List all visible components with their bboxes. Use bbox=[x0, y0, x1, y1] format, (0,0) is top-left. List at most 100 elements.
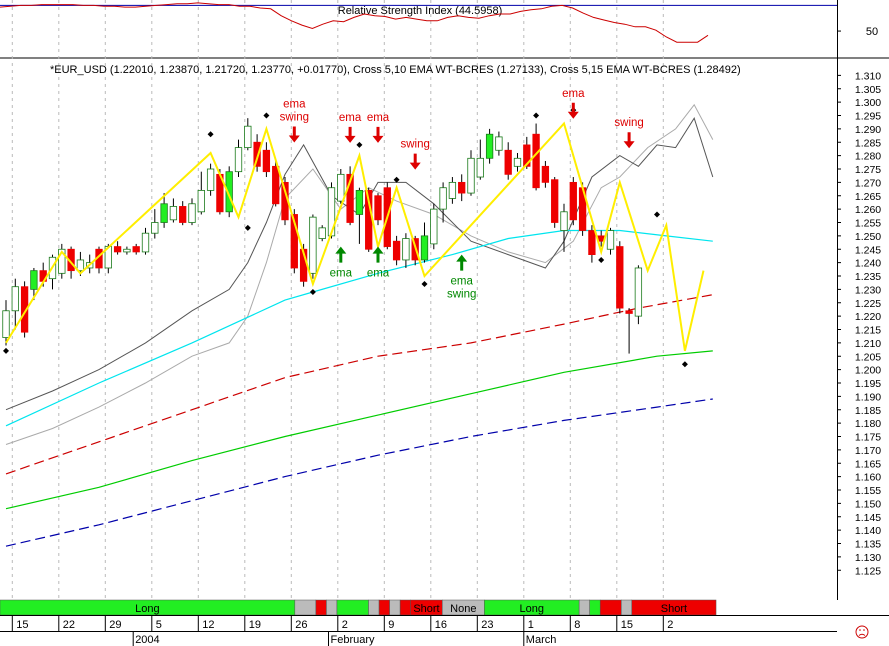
price-tick-label: 1.270 bbox=[855, 177, 881, 189]
candle bbox=[541, 165, 550, 183]
candle bbox=[30, 270, 38, 290]
candle bbox=[327, 187, 336, 237]
price-tick-label: 1.245 bbox=[855, 244, 881, 256]
pivot-dot bbox=[309, 289, 316, 296]
price-tick-label: 1.295 bbox=[855, 111, 881, 123]
candle bbox=[262, 149, 271, 173]
position-segment bbox=[336, 599, 369, 616]
price-tick-label: 1.275 bbox=[855, 164, 881, 176]
sad-face-outline bbox=[855, 625, 869, 639]
position-label: None bbox=[450, 603, 476, 615]
candle bbox=[439, 187, 447, 210]
up-arrow-icon bbox=[456, 254, 468, 271]
up-arrow-icon bbox=[372, 246, 384, 263]
pivot-dot bbox=[207, 131, 214, 138]
sell-signal: ema bbox=[339, 112, 362, 143]
pivot-dot bbox=[533, 112, 540, 119]
price-tick-label: 1.300 bbox=[855, 97, 881, 109]
price-tick-label: 1.205 bbox=[855, 351, 881, 363]
buy-signal: ema bbox=[367, 246, 390, 280]
price-tick-label: 1.210 bbox=[855, 338, 881, 350]
price-tick-label: 1.165 bbox=[855, 458, 881, 470]
candle bbox=[551, 179, 559, 223]
position-bar: Long Short None Long Short bbox=[0, 599, 717, 616]
candle bbox=[476, 157, 484, 178]
candle bbox=[309, 216, 317, 274]
position-segment bbox=[315, 599, 327, 616]
price-tick-label: 1.265 bbox=[855, 191, 881, 203]
candle bbox=[616, 246, 624, 309]
candle bbox=[532, 133, 540, 189]
candle bbox=[374, 195, 382, 221]
candle bbox=[588, 230, 596, 255]
price-tick-label: 1.160 bbox=[855, 472, 881, 484]
candle bbox=[337, 173, 345, 202]
sell-signal: ema bbox=[562, 88, 585, 119]
price-tick-label: 1.260 bbox=[855, 204, 881, 216]
price-tick-label: 1.140 bbox=[855, 525, 881, 537]
grid-lines bbox=[11, 0, 664, 600]
candle bbox=[634, 267, 643, 317]
candle bbox=[206, 168, 215, 191]
position-segment bbox=[621, 599, 633, 616]
up-arrow-icon bbox=[335, 246, 347, 263]
sad-face-mouth bbox=[858, 633, 866, 636]
position-segment bbox=[389, 599, 401, 616]
signal-label: ema bbox=[339, 112, 362, 124]
pivot-dot bbox=[244, 224, 251, 231]
x-tick-label: 15 bbox=[16, 619, 28, 631]
price-tick-label: 1.125 bbox=[855, 565, 881, 577]
candle bbox=[123, 248, 131, 253]
price-tick-label: 1.175 bbox=[855, 432, 881, 444]
x-tick-label: 9 bbox=[388, 619, 394, 631]
signal-label: swing bbox=[400, 139, 429, 151]
candle bbox=[625, 310, 633, 314]
x-tick-label: 19 bbox=[249, 619, 261, 631]
candle bbox=[448, 181, 457, 199]
down-arrow-icon bbox=[344, 126, 356, 143]
price-tick-label: 1.150 bbox=[855, 498, 881, 510]
candle bbox=[141, 232, 150, 253]
sell-signal: swing bbox=[400, 139, 430, 170]
pivot-dot bbox=[393, 176, 400, 183]
price-tick-label: 1.215 bbox=[855, 325, 881, 337]
candle bbox=[606, 230, 615, 250]
position-label: Long bbox=[520, 603, 544, 615]
x-tick-label: 1 bbox=[528, 619, 534, 631]
candle bbox=[458, 181, 466, 194]
candle bbox=[346, 173, 354, 223]
candle bbox=[151, 222, 159, 234]
position-segment bbox=[589, 599, 601, 616]
price-tick-label: 1.230 bbox=[855, 284, 881, 296]
signal-label: ema bbox=[283, 98, 306, 110]
pivot-dot bbox=[654, 211, 660, 218]
down-arrow-icon bbox=[623, 132, 635, 149]
candle bbox=[20, 286, 29, 333]
candle bbox=[504, 149, 512, 175]
candle bbox=[169, 206, 178, 221]
period-label: February bbox=[331, 634, 376, 646]
position-segment bbox=[578, 599, 590, 616]
price-tick-label: 1.145 bbox=[855, 512, 881, 524]
x-tick-label: 2 bbox=[342, 619, 348, 631]
signal-label: ema bbox=[367, 268, 390, 280]
price-tick-label: 1.290 bbox=[855, 124, 881, 136]
position-segment bbox=[399, 599, 411, 616]
position-label: Short bbox=[661, 603, 687, 615]
candle bbox=[234, 147, 243, 173]
position-segment bbox=[368, 599, 380, 616]
signal-label: ema bbox=[562, 88, 585, 100]
price-tick-label: 1.195 bbox=[855, 378, 881, 390]
pivot-dot bbox=[421, 281, 428, 288]
x-tick-label: 15 bbox=[621, 619, 633, 631]
price-tick-label: 1.225 bbox=[855, 298, 881, 310]
candle bbox=[272, 165, 280, 205]
pivot-dot bbox=[263, 112, 270, 119]
candle bbox=[392, 240, 401, 261]
signal-label: swing bbox=[280, 111, 309, 123]
price-tick-label: 1.280 bbox=[855, 151, 881, 163]
period-label: 2004 bbox=[135, 634, 159, 646]
